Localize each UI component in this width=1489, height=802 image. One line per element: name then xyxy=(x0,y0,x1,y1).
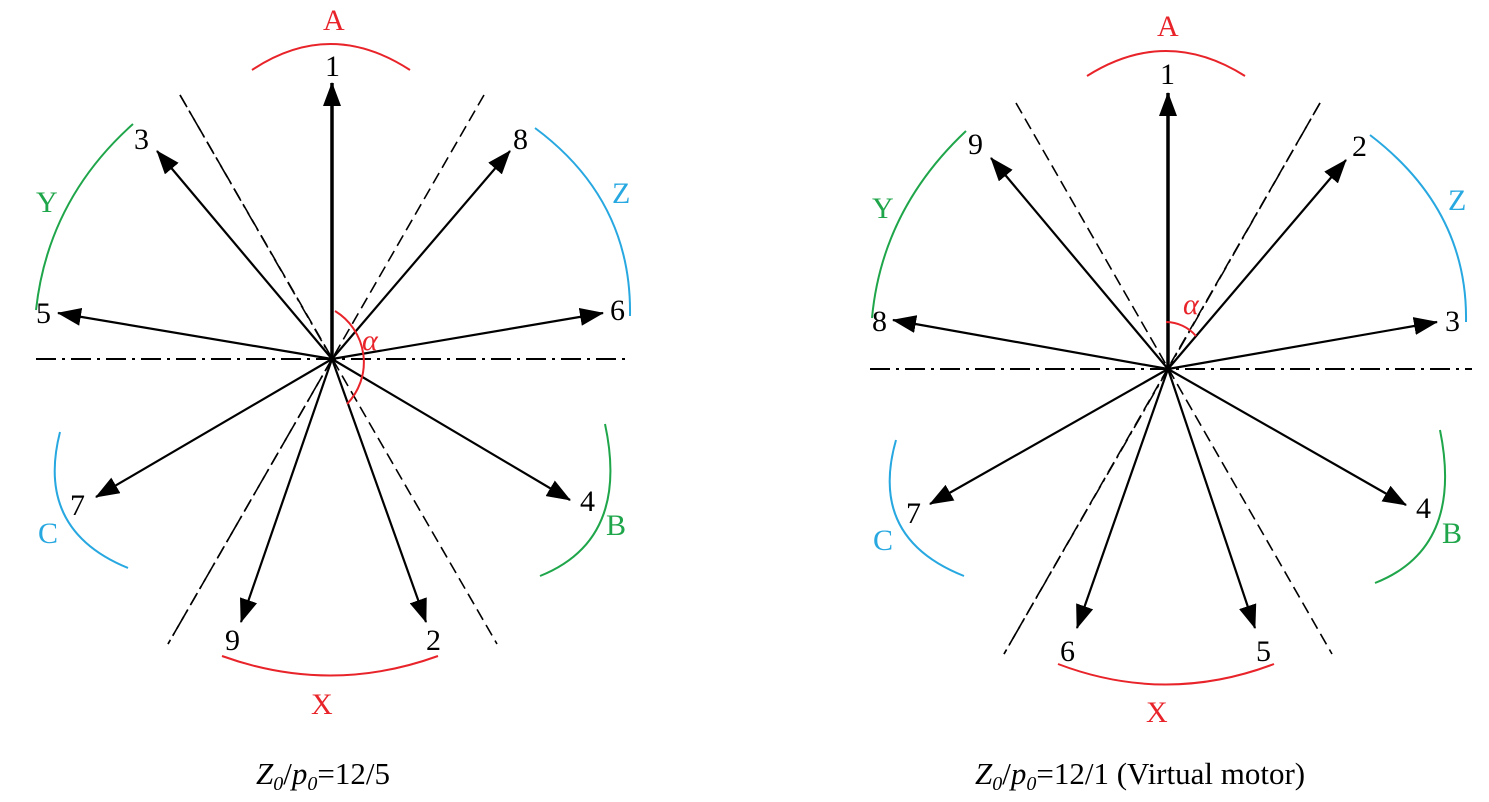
phase-arc-C xyxy=(53,431,129,569)
boundary-dashdot-line xyxy=(167,358,333,645)
caption-12-5: Z0/p0=12/5 xyxy=(256,756,390,795)
phase-arc-B xyxy=(539,423,612,577)
phasor-vector-8 xyxy=(331,150,511,360)
phasor-vector-8 xyxy=(892,315,1169,371)
boundary-dashdot-line xyxy=(179,94,333,360)
caption-slash: / xyxy=(1002,756,1011,791)
phasor-vector-9 xyxy=(990,157,1169,370)
phasor-vector-7 xyxy=(929,368,1169,505)
caption-rest: =12/1 (Virtual motor) xyxy=(1036,756,1305,791)
phase-label-A: A xyxy=(323,4,345,37)
phase-arc-A xyxy=(1086,50,1246,77)
boundary-dashdot-line xyxy=(1167,102,1321,370)
phase-label-C: C xyxy=(873,524,893,557)
phase-arc-Z xyxy=(1369,134,1468,323)
vector-label-9: 9 xyxy=(968,128,983,161)
caption-z: Z xyxy=(975,756,993,791)
caption-z-sub: 0 xyxy=(273,773,283,795)
phasor-diagram-12-5: 1 3 5 7 9 2 4 6 8 A B C X Y Z α Z0/p0=12… xyxy=(35,4,632,795)
vector-label-3: 3 xyxy=(134,123,149,156)
boundary-dashdot-line xyxy=(1003,368,1169,655)
phase-label-A: A xyxy=(1157,10,1179,43)
phasor-vector-6 xyxy=(1075,368,1170,629)
phase-label-B: B xyxy=(1442,517,1462,550)
caption-p: p xyxy=(290,756,308,791)
phase-arc-A xyxy=(251,43,411,71)
vector-label-6: 6 xyxy=(610,294,625,327)
phase-label-X: X xyxy=(1146,696,1168,729)
caption-rest: =12/5 xyxy=(317,756,390,791)
vector-label-5: 5 xyxy=(36,297,51,330)
phase-arc-X xyxy=(221,655,439,677)
phasor-vector-2 xyxy=(330,358,428,623)
alpha-label: α xyxy=(1183,288,1200,321)
phase-label-Y: Y xyxy=(36,186,58,219)
caption-z-sub: 0 xyxy=(992,773,1002,795)
phasor-vector-9 xyxy=(239,358,334,623)
vector-label-6: 6 xyxy=(1060,635,1075,668)
caption-z: Z xyxy=(256,756,274,791)
vector-label-9: 9 xyxy=(225,624,240,657)
phasor-diagram-12-1: 1 9 8 7 6 5 4 3 2 A B C X Y Z α Z0/p0=12… xyxy=(870,10,1472,795)
phasor-vector-4 xyxy=(331,358,571,501)
vector-label-1: 1 xyxy=(325,50,340,83)
phasor-vector-3 xyxy=(1167,317,1438,371)
boundary-dashed-line xyxy=(1015,102,1333,655)
phase-label-B: B xyxy=(606,509,626,542)
phasor-vector-6 xyxy=(331,307,604,361)
alpha-angle-arc xyxy=(334,310,365,405)
phase-label-C: C xyxy=(38,517,58,550)
caption-p-sub: 0 xyxy=(1026,773,1036,795)
phase-arc-B xyxy=(1374,429,1447,584)
phasor-vector-7 xyxy=(95,358,333,498)
vector-label-1: 1 xyxy=(1160,58,1175,91)
alpha-angle-arc xyxy=(1165,321,1197,337)
phase-label-X: X xyxy=(311,688,333,721)
vector-label-7: 7 xyxy=(906,497,921,530)
phase-arc-C xyxy=(888,439,965,577)
phase-label-Z: Z xyxy=(1448,184,1466,217)
vector-label-2: 2 xyxy=(1352,130,1367,163)
vector-label-2: 2 xyxy=(426,624,441,657)
vector-label-4: 4 xyxy=(1416,492,1431,525)
vector-label-8: 8 xyxy=(513,123,528,156)
vector-label-8: 8 xyxy=(872,305,887,338)
phase-label-Z: Z xyxy=(612,177,630,210)
phasor-vector-3 xyxy=(156,150,333,360)
phasor-vector-2 xyxy=(1167,159,1347,370)
vector-label-7: 7 xyxy=(70,489,85,522)
alpha-label: α xyxy=(362,324,379,357)
vector-label-5: 5 xyxy=(1256,635,1271,668)
phasor-vector-4 xyxy=(1167,368,1407,506)
phasor-vector-5 xyxy=(1166,368,1257,629)
phase-label-Y: Y xyxy=(872,192,894,225)
caption-p-sub: 0 xyxy=(307,773,317,795)
caption-p: p xyxy=(1009,756,1027,791)
vector-label-4: 4 xyxy=(580,485,595,518)
phase-arc-Y xyxy=(871,130,967,319)
caption-12-1-virtual-motor: Z0/p0=12/1 (Virtual motor) xyxy=(975,756,1305,795)
caption-slash: / xyxy=(283,756,292,791)
phase-arc-Y xyxy=(35,123,134,311)
phasor-vector-5 xyxy=(57,307,333,361)
phase-arc-Z xyxy=(534,127,632,317)
boundary-dashed-line xyxy=(179,94,498,645)
phase-arc-X xyxy=(1057,663,1275,686)
vector-label-3: 3 xyxy=(1445,305,1460,338)
